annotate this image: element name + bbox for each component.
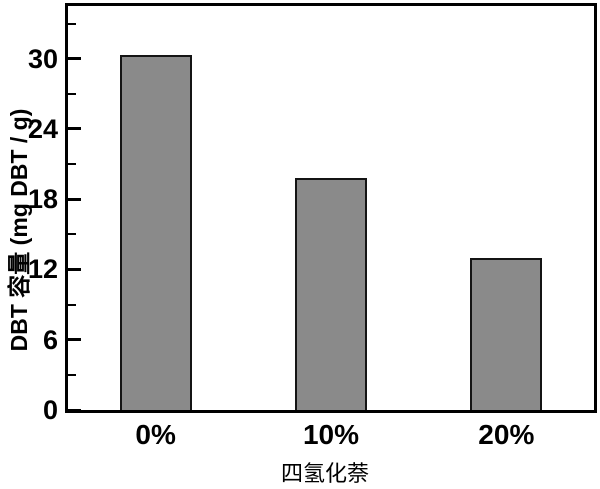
y-axis-minor-tick: [68, 22, 76, 25]
y-tick-label: 6: [42, 324, 58, 355]
x-axis-title: 四氢化萘: [280, 461, 370, 486]
bar-0%: [119, 55, 192, 410]
y-axis-minor-tick: [68, 303, 76, 306]
bar-10%: [295, 178, 367, 410]
y-axis-minor-tick: [68, 373, 76, 376]
y-tick-label: 18: [27, 184, 58, 215]
y-tick-label: 24: [27, 113, 58, 144]
x-tick-label: 20%: [478, 419, 535, 450]
y-axis-major-tick: [68, 408, 81, 412]
bar-20%: [470, 257, 543, 410]
y-axis-major-tick: [68, 267, 81, 271]
y-axis-title: DBT 容量 (mg DBT / g): [6, 108, 32, 352]
y-axis-minor-tick: [68, 233, 76, 236]
y-tick-label: 30: [27, 43, 58, 74]
y-axis-minor-tick: [68, 92, 76, 95]
x-tick-label: 0%: [135, 419, 176, 450]
y-axis-major-tick: [68, 197, 81, 201]
y-axis-major-tick: [68, 57, 81, 61]
x-tick-label: 10%: [302, 419, 360, 450]
y-axis-minor-tick: [68, 163, 76, 166]
y-tick-label: 0: [42, 395, 58, 425]
plot-area: [65, 3, 597, 413]
y-axis-major-tick: [68, 338, 81, 342]
y-tick-label: 12: [27, 254, 58, 285]
y-axis-major-tick: [68, 127, 81, 131]
